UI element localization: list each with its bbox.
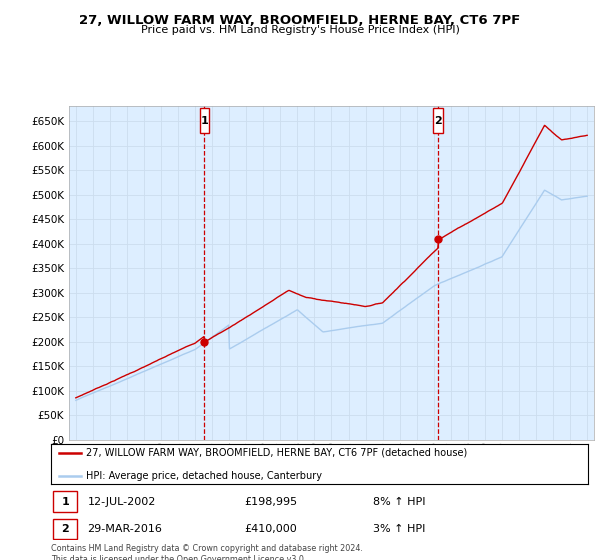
Bar <box>53 519 77 539</box>
Text: 1: 1 <box>200 115 208 125</box>
Text: 2: 2 <box>434 115 442 125</box>
Text: 27, WILLOW FARM WAY, BROOMFIELD, HERNE BAY, CT6 7PF (detached house): 27, WILLOW FARM WAY, BROOMFIELD, HERNE B… <box>86 448 467 458</box>
Text: £410,000: £410,000 <box>244 524 297 534</box>
Text: Contains HM Land Registry data © Crown copyright and database right 2024.
This d: Contains HM Land Registry data © Crown c… <box>51 544 363 560</box>
FancyBboxPatch shape <box>433 108 443 133</box>
Text: 8% ↑ HPI: 8% ↑ HPI <box>373 497 426 507</box>
Text: Price paid vs. HM Land Registry's House Price Index (HPI): Price paid vs. HM Land Registry's House … <box>140 25 460 35</box>
Text: 1: 1 <box>61 497 69 507</box>
Text: 27, WILLOW FARM WAY, BROOMFIELD, HERNE BAY, CT6 7PF: 27, WILLOW FARM WAY, BROOMFIELD, HERNE B… <box>79 14 521 27</box>
Text: 2: 2 <box>61 524 69 534</box>
FancyBboxPatch shape <box>200 108 209 133</box>
Text: 12-JUL-2002: 12-JUL-2002 <box>88 497 156 507</box>
Text: HPI: Average price, detached house, Canterbury: HPI: Average price, detached house, Cant… <box>86 470 322 480</box>
Text: £198,995: £198,995 <box>244 497 298 507</box>
Text: 3% ↑ HPI: 3% ↑ HPI <box>373 524 425 534</box>
Text: 29-MAR-2016: 29-MAR-2016 <box>88 524 163 534</box>
Bar <box>53 492 77 512</box>
